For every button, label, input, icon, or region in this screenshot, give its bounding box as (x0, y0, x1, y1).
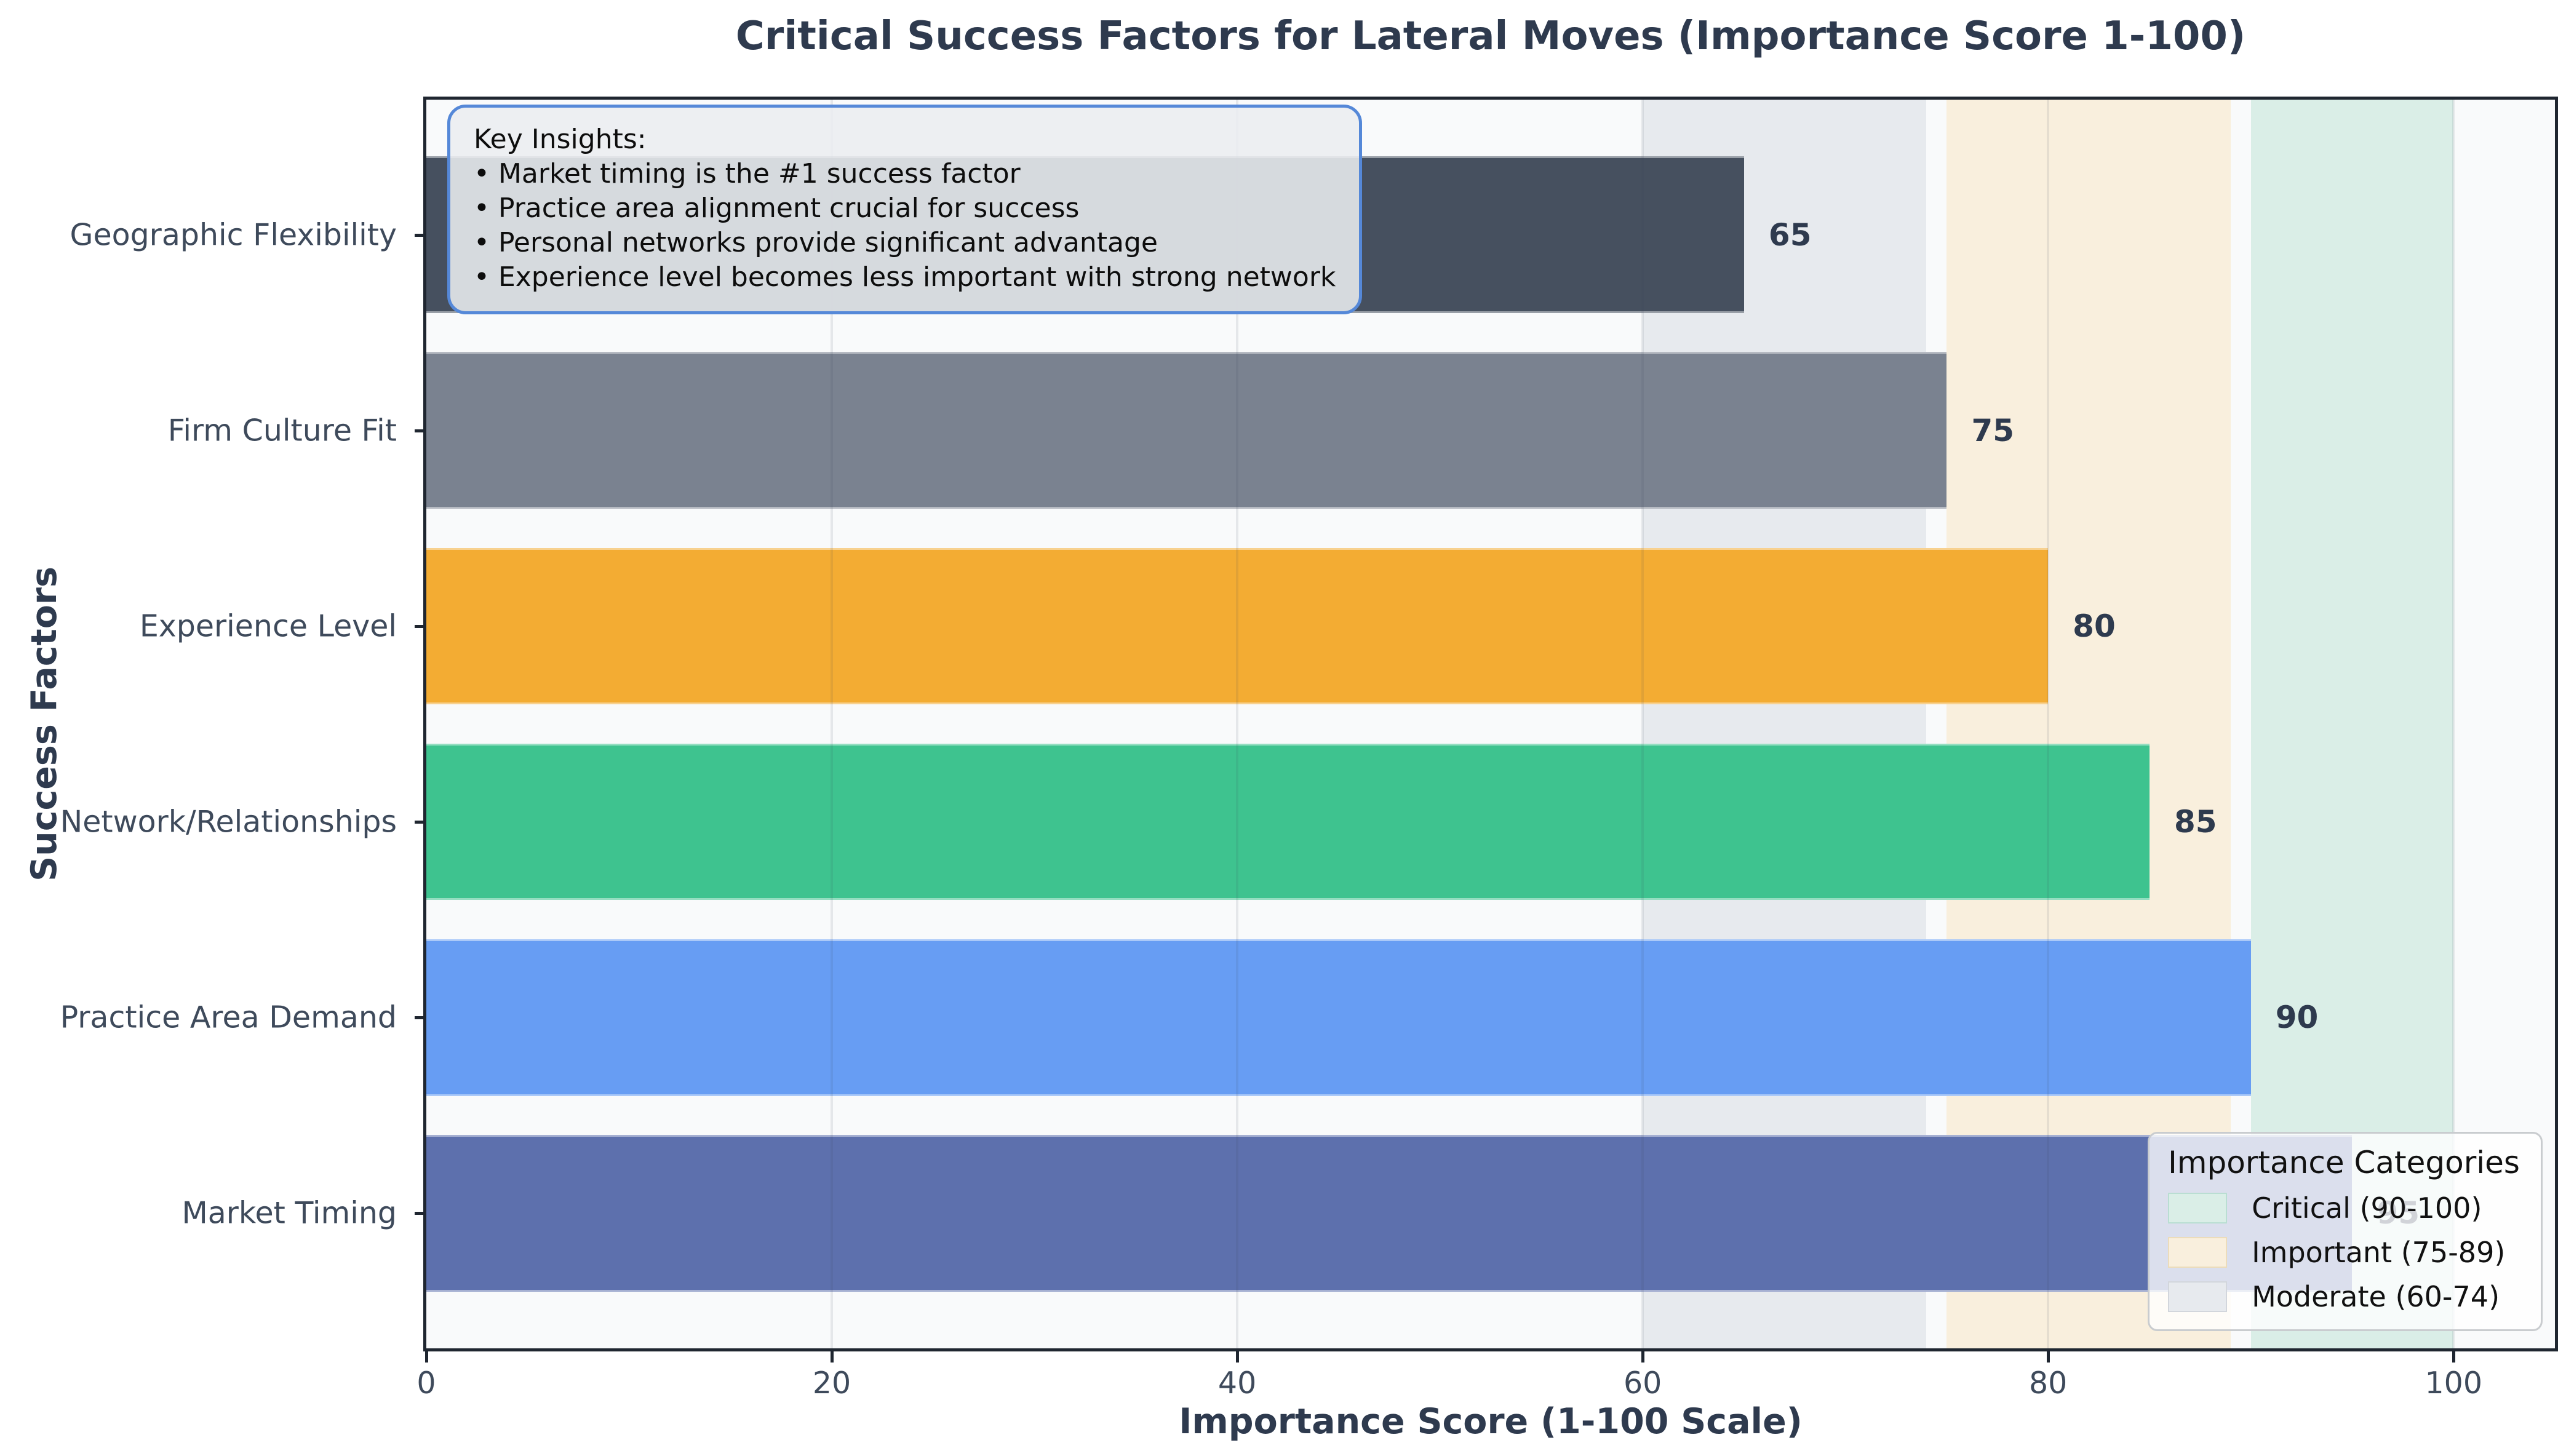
xtick-label-80: 80 (2029, 1366, 2068, 1401)
ytick-mark (415, 1212, 425, 1215)
bar-market-timing (426, 1135, 2353, 1292)
bar-firm-culture-fit (426, 352, 1947, 509)
bar-network-relationships (426, 743, 2150, 901)
ytick-mark (415, 821, 425, 824)
legend-swatch-icon (2168, 1193, 2228, 1223)
ytick-mark (415, 624, 425, 628)
xtick-label-20: 20 (812, 1366, 851, 1401)
bar-value-label: 65 (1768, 217, 1812, 253)
plot-area: 657580859095 Key Insights: • Market timi… (423, 97, 2558, 1351)
insights-heading: Key Insights: (474, 124, 647, 155)
xtick-label-0: 0 (416, 1366, 436, 1401)
xtick-mark (425, 1351, 428, 1363)
legend-item-label: Critical (90-100) (2252, 1191, 2482, 1225)
xtick-label-60: 60 (1623, 1366, 1662, 1401)
bar-value-label: 85 (2174, 804, 2217, 840)
insight-bullet: • Personal networks provide significant … (474, 226, 1158, 258)
ytick-mark (415, 233, 425, 237)
ytick-mark (415, 1016, 425, 1020)
insights-bullets: • Market timing is the #1 success factor… (474, 157, 1336, 295)
ytick-label-5: Market Timing (181, 1195, 397, 1231)
gridline-x-40 (1236, 100, 1239, 1348)
xtick-mark (1236, 1351, 1240, 1363)
x-axis-label: Importance Score (1-100 Scale) (1179, 1401, 1803, 1442)
xtick-label-100: 100 (2425, 1366, 2482, 1401)
ytick-label-0: Geographic Flexibility (70, 217, 397, 253)
ytick-mark (415, 429, 425, 432)
legend-item-label: Important (75-89) (2252, 1236, 2506, 1269)
insight-bullet: • Market timing is the #1 success factor (474, 157, 1021, 189)
ytick-label-3: Network/Relationships (60, 804, 397, 840)
legend-title: Importance Categories (2168, 1145, 2520, 1180)
legend-swatch-icon (2168, 1281, 2228, 1312)
gridline-x-80 (2047, 100, 2050, 1348)
xtick-mark (831, 1351, 834, 1363)
ytick-label-1: Firm Culture Fit (167, 413, 397, 448)
ytick-label-4: Practice Area Demand (60, 1000, 397, 1035)
legend-items: Critical (90-100) Important (75-89) Modera… (2168, 1191, 2520, 1313)
gridline-x-100 (2452, 100, 2455, 1348)
bar-value-label: 75 (1971, 412, 2015, 448)
bar-value-label: 80 (2073, 608, 2116, 644)
insight-bullet: • Practice area alignment crucial for su… (474, 192, 1080, 224)
bar-experience-level (426, 547, 2049, 705)
chart-title: Critical Success Factors for Lateral Mov… (735, 14, 2246, 59)
legend: Importance Categories Critical (90-100) I… (2148, 1132, 2543, 1331)
insights-box: Key Insights: • Market timing is the #1 … (447, 105, 1363, 315)
legend-row-critical: Critical (90-100) (2168, 1191, 2520, 1225)
legend-row-important: Important (75-89) (2168, 1236, 2520, 1269)
bar-value-label: 90 (2275, 1000, 2319, 1036)
insight-bullet: • Experience level becomes less importan… (474, 261, 1336, 293)
gridline-x-20 (831, 100, 834, 1348)
ytick-label-2: Experience Level (139, 608, 397, 644)
xtick-label-40: 40 (1217, 1366, 1257, 1401)
legend-swatch-icon (2168, 1237, 2228, 1268)
bar-practice-area-demand (426, 939, 2251, 1096)
xtick-mark (1641, 1351, 1645, 1363)
legend-item-label: Moderate (60-74) (2252, 1280, 2500, 1313)
xtick-mark (2047, 1351, 2050, 1363)
xtick-mark (2452, 1351, 2456, 1363)
legend-row-moderate: Moderate (60-74) (2168, 1280, 2520, 1313)
gridline-x-60 (1641, 100, 1644, 1348)
